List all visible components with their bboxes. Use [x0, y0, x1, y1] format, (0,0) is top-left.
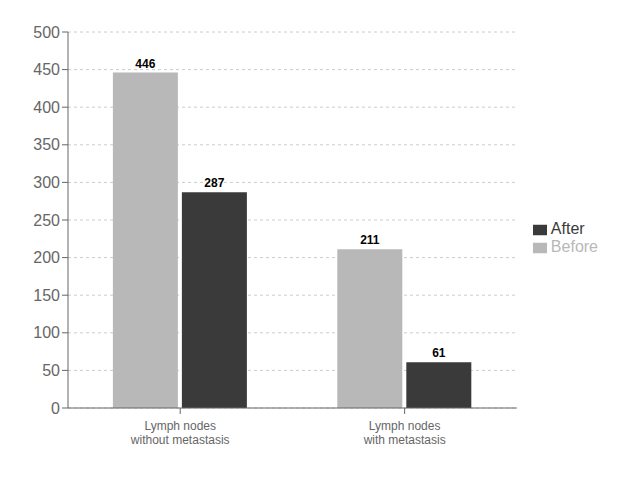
- svg-text:450: 450: [33, 61, 60, 78]
- svg-text:50: 50: [42, 362, 60, 379]
- svg-text:211: 211: [360, 233, 380, 247]
- svg-text:61: 61: [432, 346, 446, 360]
- svg-text:400: 400: [33, 99, 60, 116]
- svg-text:0: 0: [51, 400, 60, 417]
- svg-text:300: 300: [33, 174, 60, 191]
- html-text:After: After: [550, 220, 585, 237]
- svg-text:200: 200: [33, 249, 60, 266]
- svg-text:Lymph nodeswith metastasis: Lymph nodeswith metastasis: [363, 419, 446, 447]
- svg-text:150: 150: [33, 287, 60, 304]
- svg-text:446: 446: [135, 57, 155, 71]
- svg-text:350: 350: [33, 136, 60, 153]
- svg-text:500: 500: [33, 24, 60, 41]
- html-text:Before: Before: [550, 238, 598, 255]
- svg-text:Lymph nodeswithout metastasis: Lymph nodeswithout metastasis: [130, 419, 230, 447]
- svg-text:250: 250: [33, 212, 60, 229]
- svg-text:100: 100: [33, 324, 60, 341]
- svg-text:287: 287: [204, 176, 224, 190]
